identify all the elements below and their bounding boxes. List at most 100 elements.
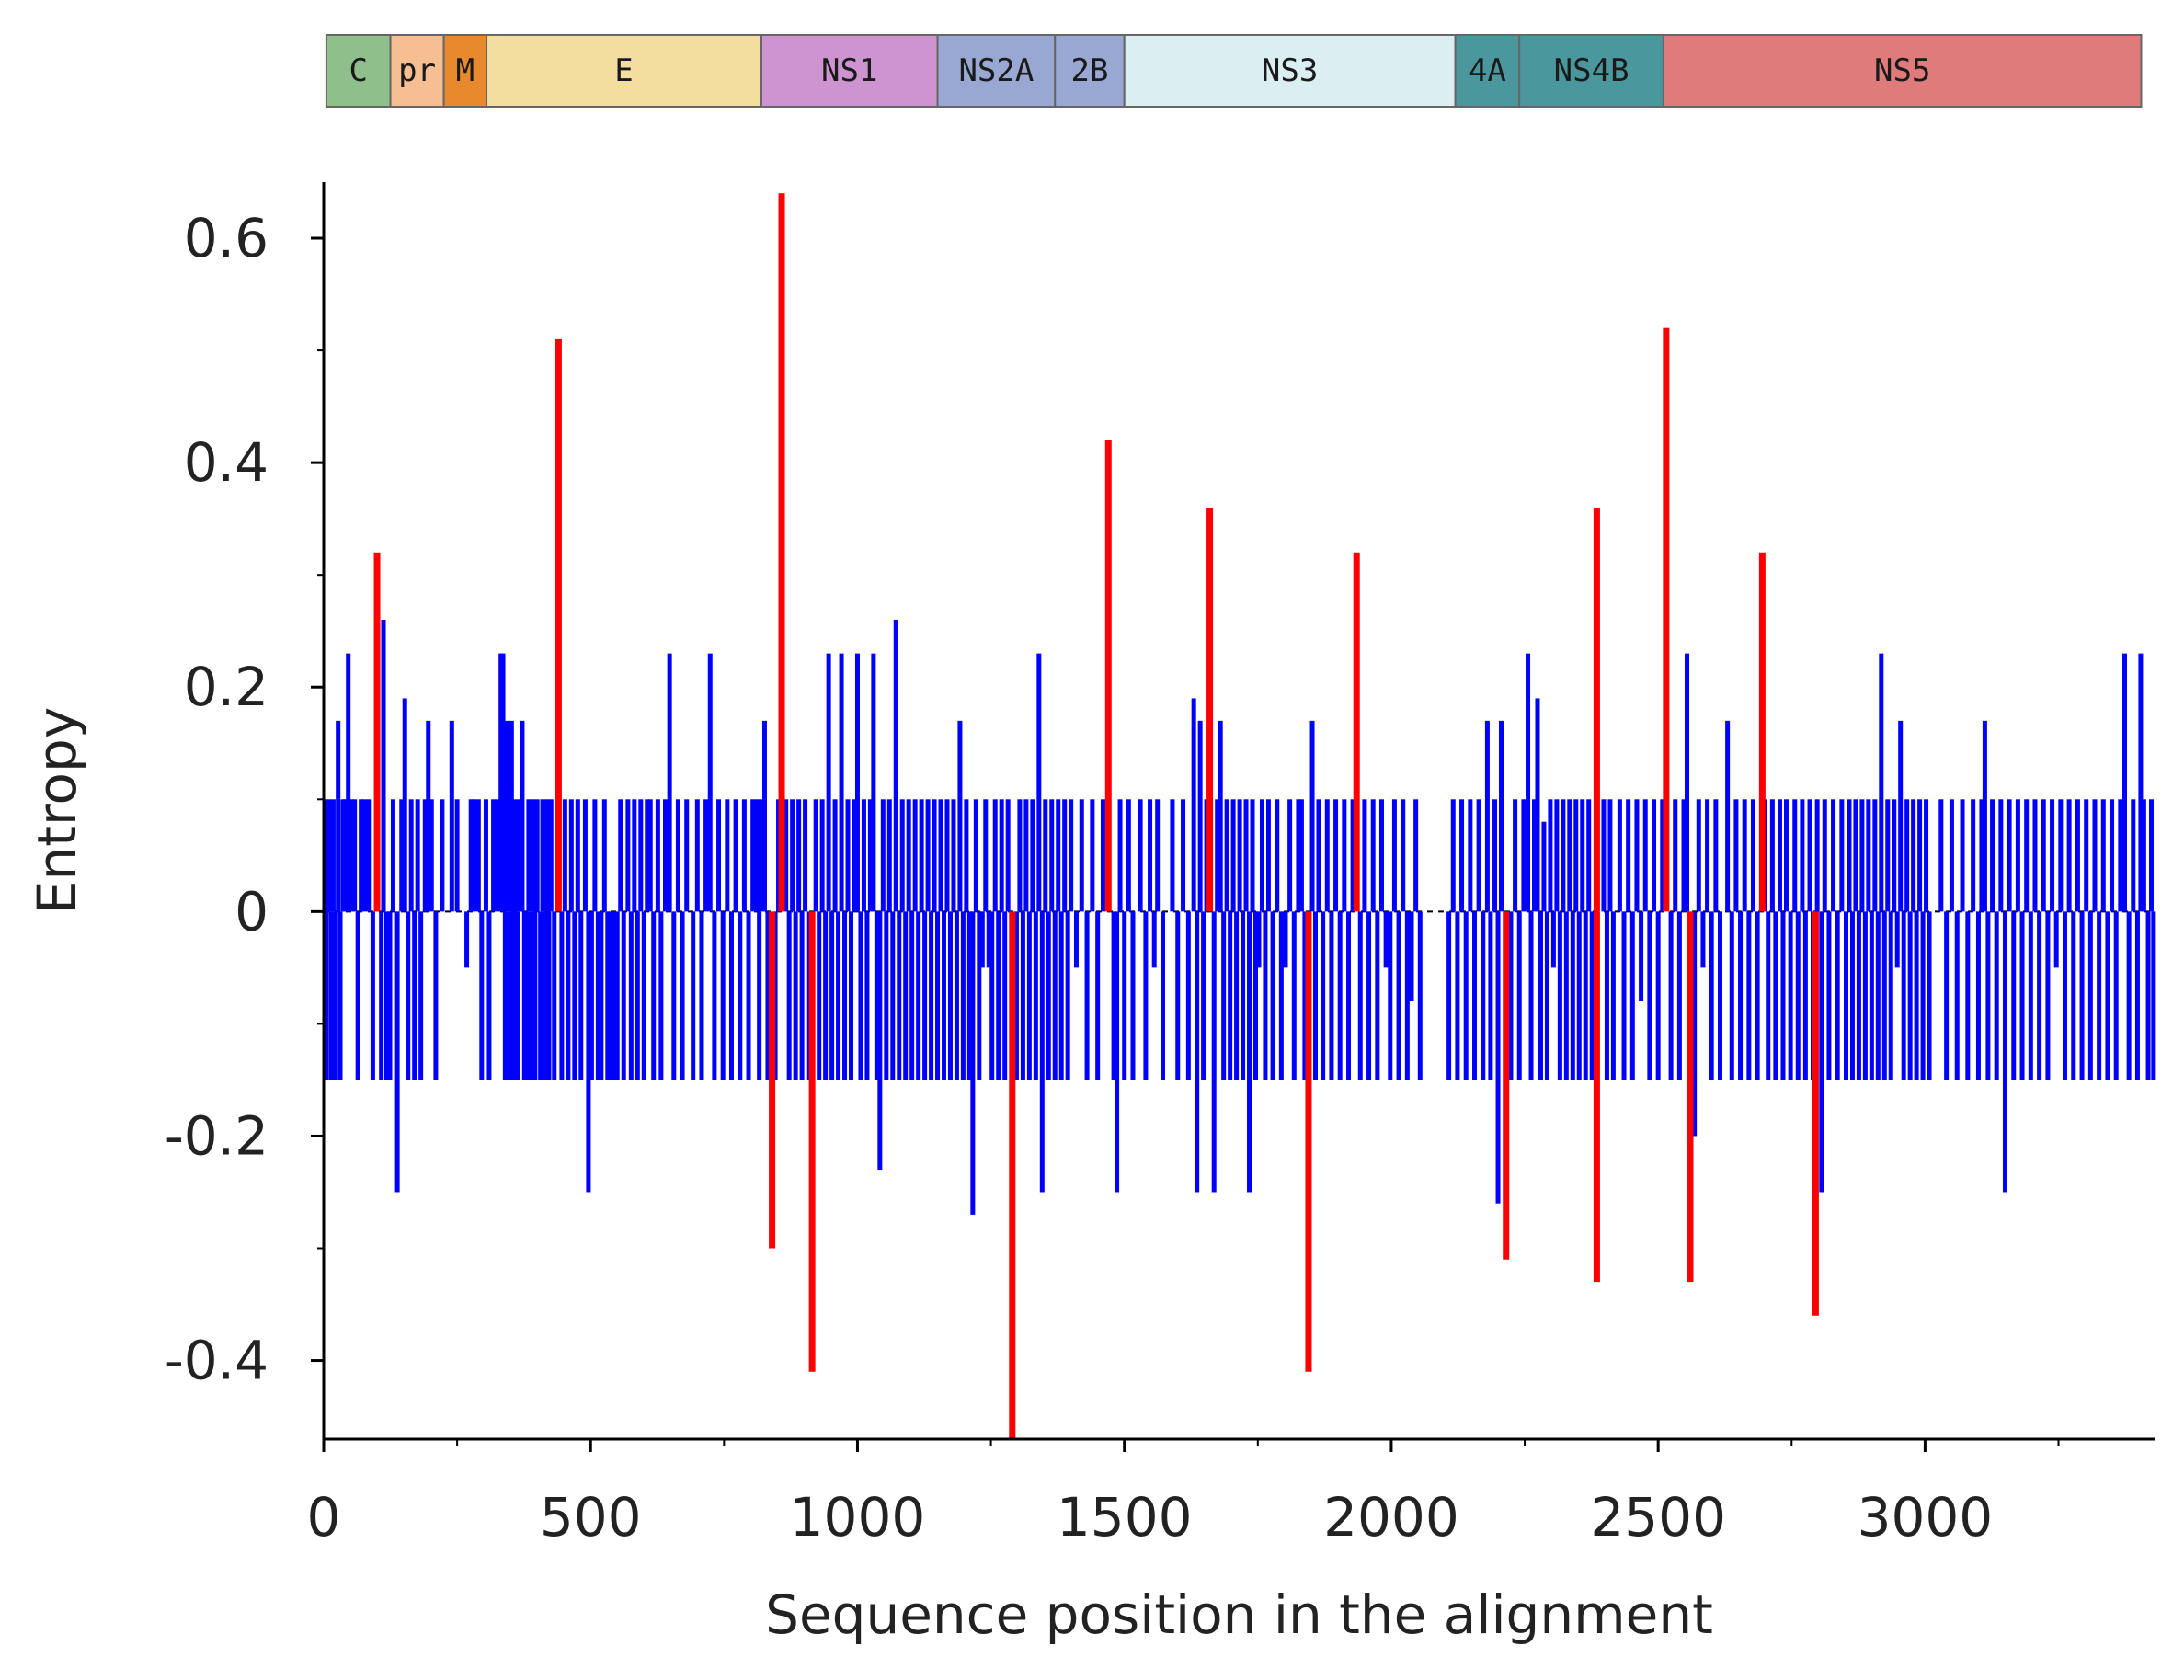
entropy-bar [1476,799,1481,912]
entropy-bar [562,799,567,912]
entropy-bar [379,911,384,1080]
highlight-bar [555,338,562,912]
gene-block-4a [1454,34,1521,108]
entropy-bar [520,720,525,912]
entropy-bar [2028,911,2033,1080]
entropy-bar [568,799,574,912]
entropy-bar [973,799,978,912]
entropy-bar [614,911,620,1080]
entropy-bar [1002,911,1008,1080]
entropy-bar [515,911,520,1080]
entropy-bar [1920,911,1926,1080]
entropy-bar [1201,911,1206,1080]
gene-block-ns4b [1518,34,1664,108]
entropy-bar [1580,799,1585,912]
entropy-bar [1904,799,1910,912]
entropy-bar [346,653,351,912]
entropy-bar [829,911,835,1080]
entropy-bar [1998,799,2004,912]
entropy-bar [1138,799,1143,912]
entropy-bar [1660,799,1665,912]
entropy-bar [1508,911,1514,1080]
entropy-bar [906,799,911,912]
entropy-bar [1492,799,1498,912]
entropy-bar [1256,911,1262,968]
gene-block-pr [389,34,445,108]
entropy-bar [479,911,485,1080]
entropy-bar [599,911,604,1080]
entropy-bar [1122,911,1127,1080]
entropy-bar [387,911,393,1080]
entropy-bar [1247,911,1252,1193]
entropy-bar [1914,911,1919,1080]
highlight-bar [1206,507,1214,912]
highlight-bar [1758,552,1766,912]
entropy-bar [1388,911,1393,1080]
highlight-bar [1503,911,1510,1260]
entropy-bar [1230,799,1236,912]
entropy-bar [572,911,577,1080]
entropy-bar [1296,799,1301,912]
entropy-bar [1601,799,1607,912]
entropy-bar [1535,698,1540,912]
entropy-bar [1990,799,1995,912]
entropy-bar [1586,799,1592,912]
y-tick-label: -0.2 [165,1104,269,1167]
entropy-bar [733,799,738,912]
entropy-bar [486,911,492,1080]
entropy-bar [1681,799,1687,912]
entropy-bar [989,911,995,1080]
entropy-bar [1033,911,1038,1080]
entropy-bar [886,799,892,912]
entropy-bar [1696,799,1701,912]
entropy-bar [1366,911,1372,1080]
gene-label-4a: 4A [1469,52,1506,89]
entropy-bar [1713,799,1719,912]
entropy-bar [832,799,838,912]
entropy-bar [1329,911,1334,1080]
entropy-bar [1181,799,1186,912]
entropy-bar [2134,911,2140,1080]
entropy-bar [1788,911,1793,1080]
entropy-bar [1621,911,1627,1080]
entropy-bar [694,799,700,912]
entropy-bar [383,911,389,1080]
entropy-bar [1345,911,1351,1080]
entropy-bar [1417,911,1423,1080]
entropy-bar [1898,720,1904,912]
entropy-bar [699,911,704,1080]
entropy-bar [1481,911,1486,1080]
entropy-bar [819,799,825,912]
x-tick-label: 2000 [1323,1486,1459,1549]
entropy-bar [1965,911,1971,1080]
entropy-bar [2141,799,2146,912]
entropy-bar [903,911,909,1080]
entropy-bar [977,911,982,1080]
highlight-bar [373,552,381,912]
entropy-bar [826,653,831,912]
entropy-bar [1049,799,1055,912]
entropy-bar [1151,911,1157,968]
entropy-bar [1062,799,1068,912]
entropy-bar [2053,911,2059,968]
entropy-bar [500,653,506,912]
gene-label-ns1: NS1 [821,52,877,89]
entropy-bar [1541,821,1547,912]
entropy-bar [1795,911,1801,1080]
entropy-bar [1185,911,1191,1080]
entropy-bar [1709,911,1714,1080]
entropy-bar [684,799,690,912]
entropy-bar [765,911,771,1080]
entropy-bar [449,720,454,912]
entropy-bar [1888,911,1893,1080]
entropy-bar [884,911,889,1080]
y-axis-title: Entropy [26,707,88,914]
entropy-bar [355,911,360,1080]
entropy-bar [1917,799,1923,912]
entropy-bar [2041,799,2046,912]
entropy-bar [1589,911,1595,1080]
entropy-bar [1065,911,1070,1080]
entropy-bar [1557,911,1562,1080]
entropy-bar [1866,799,1871,912]
entropy-bar [1604,911,1609,1080]
